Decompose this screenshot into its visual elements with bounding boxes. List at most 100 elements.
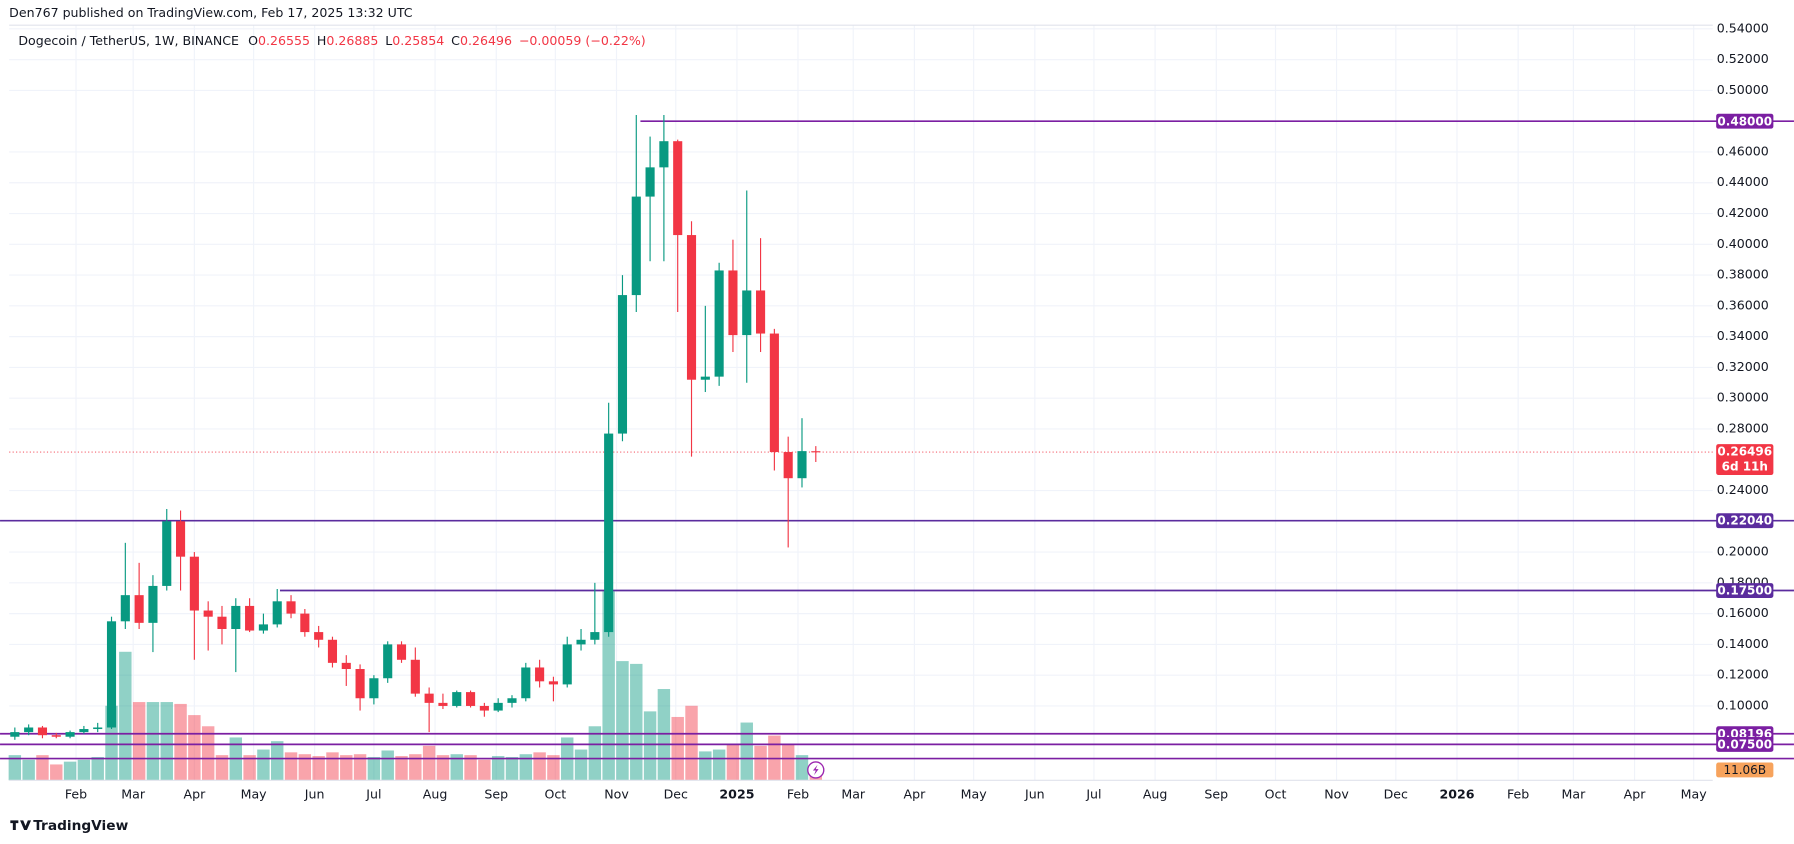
- candle-body: [396, 644, 407, 660]
- candle-body: [355, 669, 365, 699]
- candle-body: [148, 585, 158, 623]
- volume-bar: [257, 749, 270, 781]
- volume-bar: [422, 745, 436, 781]
- candle-body: [562, 644, 572, 685]
- volume-tag: [1716, 762, 1774, 778]
- volume-bar: [63, 761, 77, 781]
- x-tick-label: Dec: [1384, 787, 1408, 802]
- countdown-label: 6d 11h: [1722, 459, 1768, 473]
- levels: [0, 120, 1794, 760]
- candle-body: [134, 595, 144, 623]
- volume-bar: [312, 756, 325, 781]
- candle-body: [383, 644, 393, 679]
- level-tag: [1716, 513, 1774, 529]
- y-tick-label: 0.12000: [1717, 667, 1769, 682]
- volume-bar: [491, 756, 505, 781]
- legend-title: Dogecoin / TetherUS, 1W, BINANCE: [18, 33, 239, 48]
- candle-body: [466, 692, 476, 706]
- candle-body: [51, 735, 61, 737]
- axes: 0.100000.120000.140000.160000.180000.200…: [65, 20, 1774, 802]
- y-tick-label: 0.50000: [1717, 82, 1769, 97]
- candle-body: [548, 681, 558, 685]
- volume-bar: [36, 755, 49, 781]
- price-tag: [1716, 444, 1774, 475]
- candle-body: [217, 616, 227, 630]
- x-tick-label: Feb: [787, 787, 809, 802]
- x-tick-label: May: [241, 787, 268, 802]
- level-tag-label: 0.22040: [1717, 514, 1772, 528]
- candle-body: [728, 270, 738, 336]
- y-tick-label: 0.16000: [1717, 605, 1769, 620]
- candle-body: [576, 639, 586, 645]
- volume-bar: [132, 702, 146, 781]
- volume-bar: [795, 755, 809, 781]
- legend-ohlc-value: 0.25854: [392, 33, 444, 48]
- x-tick-label: Sep: [1204, 787, 1228, 802]
- volume-bar: [781, 743, 795, 781]
- volume-bar: [574, 749, 588, 781]
- x-tick-label: Dec: [664, 787, 688, 802]
- candle-body: [507, 698, 517, 703]
- y-tick-label: 0.32000: [1717, 359, 1769, 374]
- x-tick-label: Oct: [1265, 787, 1287, 802]
- volume-bar: [243, 755, 256, 781]
- candle-body: [686, 235, 697, 380]
- volume-bar: [409, 754, 422, 781]
- volume-bar: [91, 756, 104, 781]
- candle-body: [245, 605, 255, 631]
- volume-bar: [326, 752, 339, 781]
- x-tick-label: May: [1681, 787, 1708, 802]
- candle-body: [341, 662, 351, 670]
- volume-bar: [119, 651, 132, 781]
- footer-logo-icon: [10, 820, 32, 831]
- x-tick-label: Apr: [904, 787, 927, 802]
- candle-body: [479, 705, 489, 711]
- y-tick-label: 0.42000: [1717, 205, 1769, 220]
- level-tag: [1716, 583, 1774, 598]
- candle-body: [106, 621, 117, 728]
- volume-bar: [588, 726, 602, 781]
- volume-bar: [616, 661, 629, 781]
- x-tick-label: Nov: [1324, 787, 1349, 802]
- x-tick-label: Jun: [304, 787, 325, 802]
- x-tick-label: Apr: [183, 787, 206, 802]
- volume-bar: [740, 722, 753, 781]
- candle-body: [410, 659, 420, 694]
- candle-body: [162, 521, 172, 586]
- candle-body: [37, 727, 48, 736]
- volume-bar: [726, 743, 740, 781]
- candle-body: [535, 667, 545, 682]
- candle-body: [300, 613, 310, 633]
- y-tick-label: 0.46000: [1717, 143, 1769, 158]
- footer-text: TradingView: [33, 818, 128, 834]
- y-tick-label: 0.36000: [1717, 297, 1769, 312]
- candle-body: [258, 624, 268, 631]
- legend-ohlc-key: O: [248, 33, 258, 48]
- y-tick-label: 0.28000: [1717, 420, 1769, 435]
- candle-body: [645, 167, 655, 197]
- x-tick-label: Jul: [1085, 787, 1101, 802]
- x-tick-label: Feb: [1507, 787, 1529, 802]
- y-tick-label: 0.52000: [1717, 51, 1769, 66]
- volume-bar: [505, 756, 519, 781]
- x-tick-label: Apr: [1624, 787, 1647, 802]
- candle-body: [756, 290, 766, 334]
- news-icon-bolt: [812, 764, 819, 776]
- candle-body: [203, 610, 213, 617]
- price-tag-label: 0.26496: [1717, 445, 1772, 459]
- candle-body: [673, 141, 683, 236]
- footer-logo: TradingView: [10, 818, 129, 834]
- y-tick-label: 0.38000: [1717, 267, 1769, 282]
- level-tag: [1716, 113, 1774, 129]
- news-icon[interactable]: [807, 761, 825, 779]
- x-tick-label: 2025: [719, 787, 754, 802]
- candle-body: [24, 727, 34, 733]
- volume-bar: [519, 754, 533, 781]
- x-tick-label: Mar: [841, 787, 866, 802]
- volume-bar: [353, 754, 367, 781]
- volume-bar: [50, 764, 63, 781]
- candle-body: [286, 601, 296, 614]
- level-tag-label: 0.48000: [1717, 114, 1772, 128]
- y-tick-label: 0.24000: [1717, 482, 1769, 497]
